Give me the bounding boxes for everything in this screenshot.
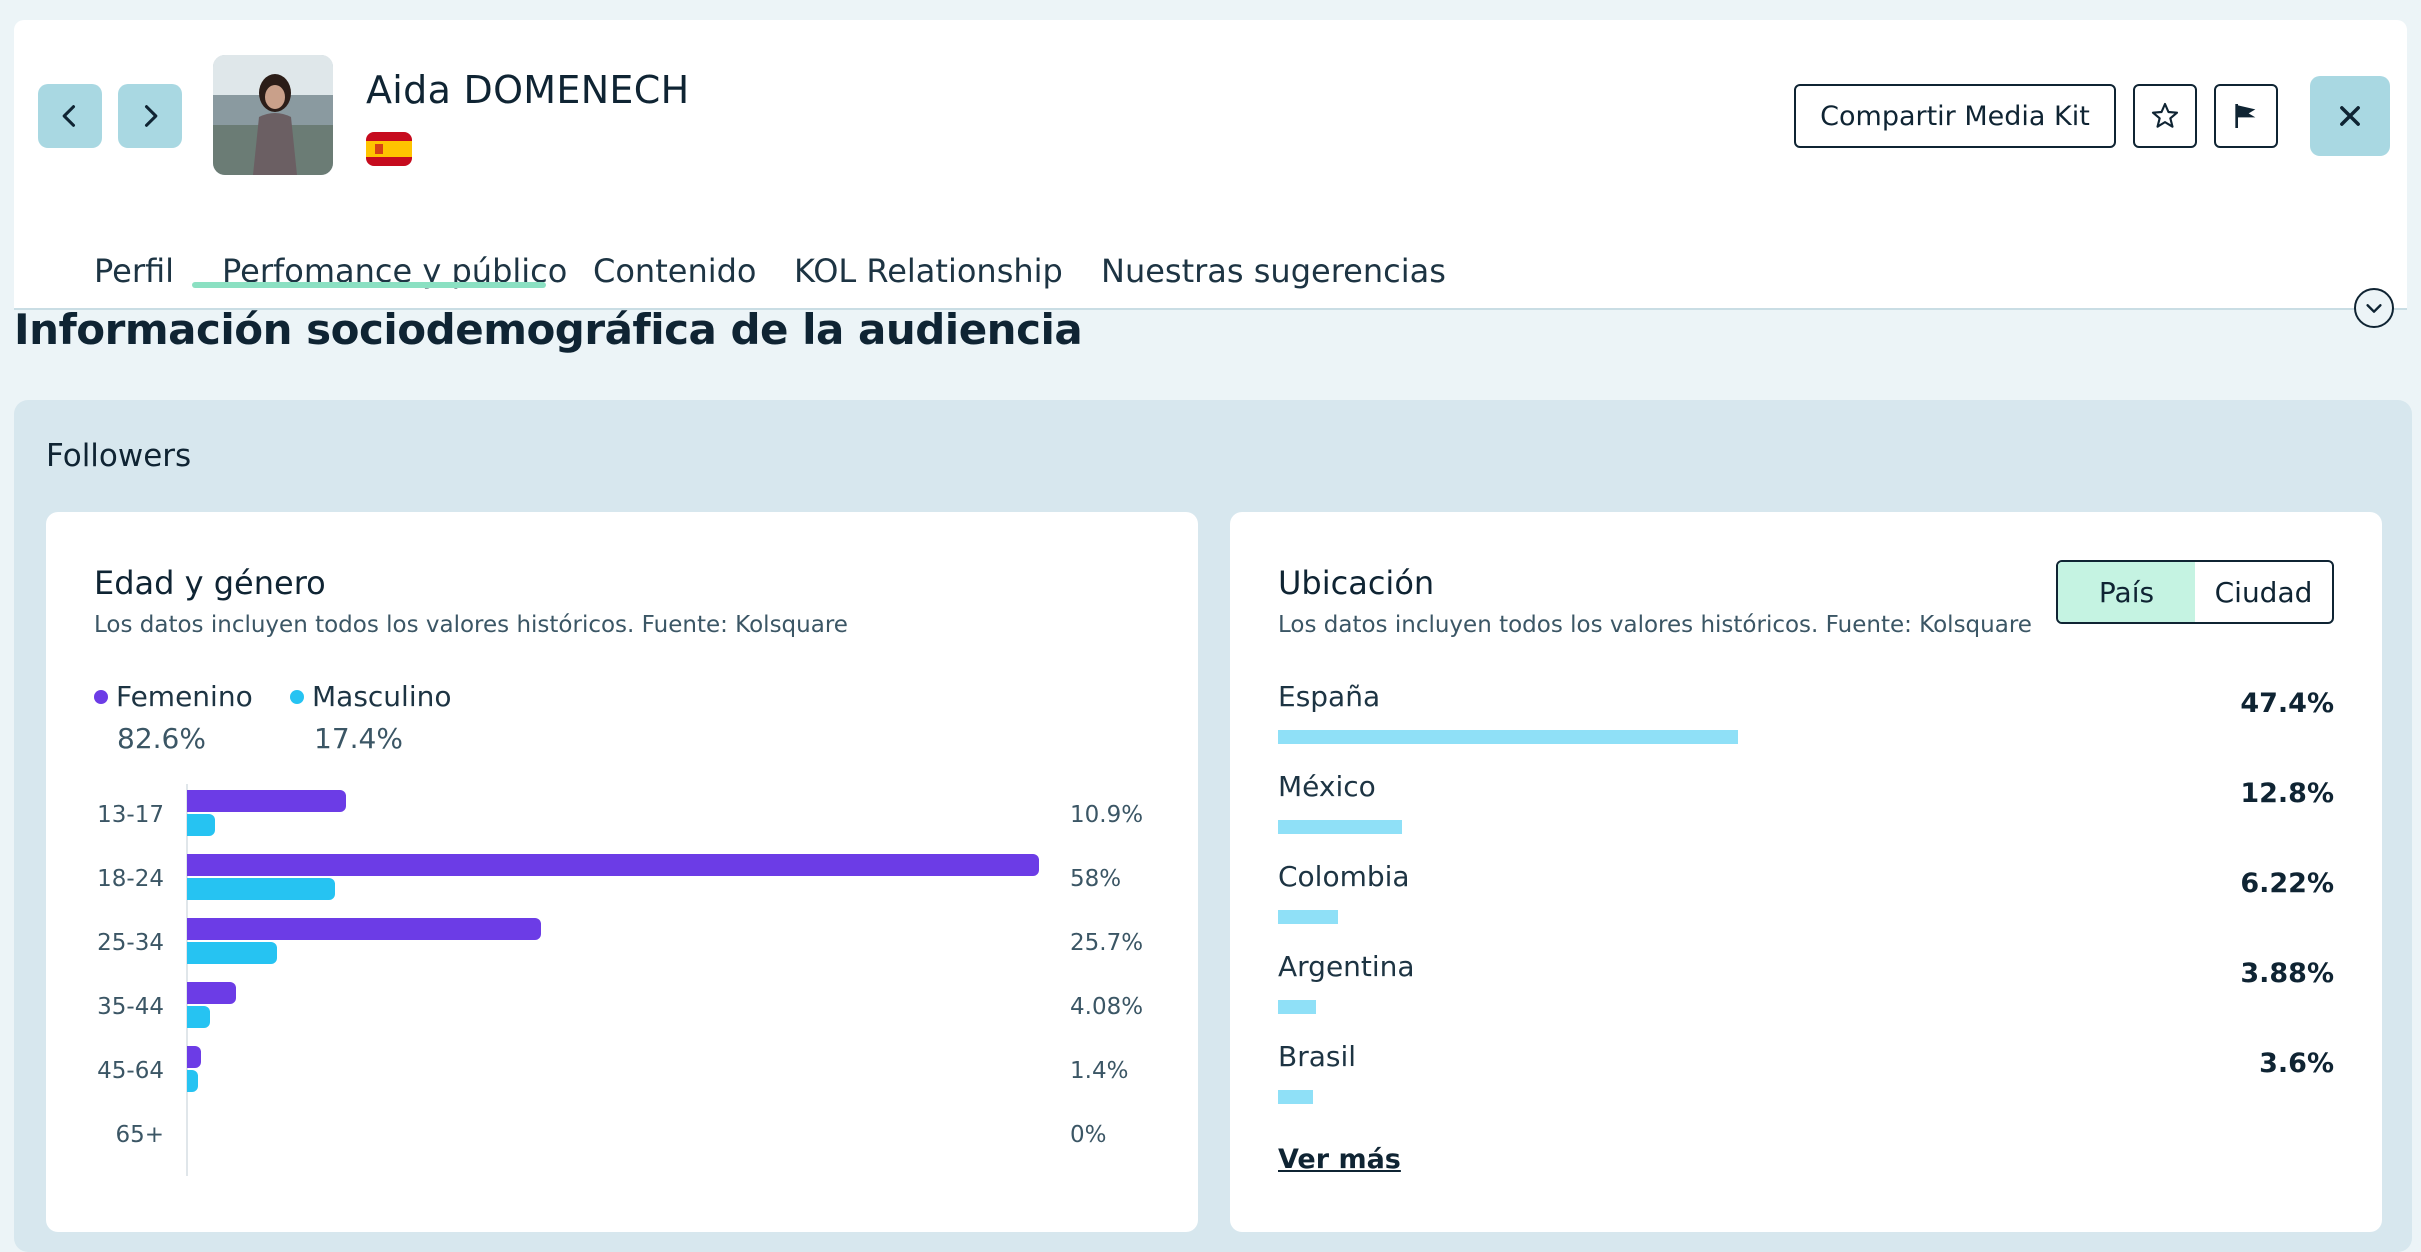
profile-name: Aida DOMENECH — [366, 68, 690, 112]
country-name: Argentina — [1278, 950, 1415, 983]
country-percentage: 3.88% — [2240, 958, 2334, 989]
see-more-link[interactable]: Ver más — [1278, 1144, 1401, 1175]
spain-flag-icon — [366, 132, 412, 166]
legend-female: Femenino — [94, 680, 253, 713]
card-subtitle: Los datos incluyen todos los valores his… — [1278, 612, 2032, 638]
next-profile-button[interactable] — [118, 84, 182, 148]
female-bar — [187, 982, 237, 1004]
legend-male: Masculino — [290, 680, 451, 713]
country-bar — [1278, 1000, 1316, 1014]
legend-male-value: 17.4% — [314, 722, 403, 755]
profile-header: Aida DOMENECH Compartir Media Kit Perfil… — [14, 20, 2407, 310]
age-label: 18-24 — [97, 866, 164, 892]
country-percentage: 6.22% — [2240, 868, 2334, 899]
share-media-kit-button[interactable]: Compartir Media Kit — [1794, 84, 2116, 148]
male-bar — [187, 942, 278, 964]
legend-female-value: 82.6% — [117, 722, 206, 755]
report-button[interactable] — [2214, 84, 2278, 148]
tab-sugerencias[interactable]: Nuestras sugerencias — [1101, 252, 1446, 290]
chevron-left-icon — [62, 105, 76, 127]
male-bar — [187, 814, 216, 836]
location-card: Ubicación Los datos incluyen todos los v… — [1230, 512, 2382, 1232]
active-tab-indicator — [192, 282, 546, 288]
star-icon — [2151, 102, 2179, 128]
country-percentage: 47.4% — [2240, 688, 2334, 719]
age-percentage: 58% — [1070, 866, 1122, 892]
age-label: 25-34 — [97, 930, 164, 956]
flag-icon — [2235, 104, 2256, 128]
close-button[interactable] — [2310, 76, 2390, 156]
tab-kol-relationship[interactable]: KOL Relationship — [794, 252, 1063, 290]
tab-performance[interactable]: Perfomance y público — [222, 252, 568, 290]
age-percentage: 4.08% — [1070, 994, 1144, 1020]
chevron-down-icon — [2366, 304, 2382, 313]
male-bar — [187, 1006, 210, 1028]
country-bar — [1278, 1090, 1313, 1104]
male-bar — [187, 878, 336, 900]
card-subtitle: Los datos incluyen todos los valores his… — [94, 612, 848, 638]
chart-axis — [186, 784, 188, 1176]
country-percentage: 3.6% — [2259, 1048, 2334, 1079]
tab-contenido[interactable]: Contenido — [593, 252, 757, 290]
female-dot-icon — [94, 689, 108, 704]
tab-perfil[interactable]: Perfil — [94, 252, 175, 290]
favorite-button[interactable] — [2133, 84, 2197, 148]
country-bar — [1278, 910, 1339, 924]
location-toggle: País Ciudad — [2056, 560, 2334, 624]
age-label: 13-17 — [97, 802, 164, 828]
avatar — [213, 55, 333, 175]
female-bar — [187, 790, 347, 812]
age-percentage: 10.9% — [1070, 802, 1144, 828]
close-icon — [2340, 106, 2360, 126]
male-dot-icon — [290, 689, 304, 704]
age-percentage: 25.7% — [1070, 930, 1144, 956]
female-bar — [187, 918, 541, 940]
country-name: México — [1278, 770, 1376, 803]
female-bar — [187, 854, 1039, 876]
card-title: Edad y género — [94, 564, 326, 602]
female-bar — [187, 1046, 202, 1068]
country-name: España — [1278, 680, 1381, 713]
chevron-right-icon — [144, 105, 158, 127]
male-bar — [187, 1070, 198, 1092]
legend-label: Femenino — [116, 680, 253, 713]
legend-label: Masculino — [312, 680, 452, 713]
country-name: Colombia — [1278, 860, 1410, 893]
profile-tabs: Perfil Perfomance y público Contenido KO… — [14, 230, 2407, 310]
age-gender-card: Edad y género Los datos incluyen todos l… — [46, 512, 1198, 1232]
age-percentage: 0% — [1070, 1122, 1107, 1148]
toggle-city[interactable]: Ciudad — [2214, 575, 2313, 609]
section-title: Información sociodemográfica de la audie… — [14, 305, 1083, 354]
age-label: 45-64 — [97, 1058, 164, 1084]
age-label: 65+ — [115, 1122, 164, 1148]
collapse-header-button[interactable] — [2354, 288, 2394, 328]
country-bar — [1278, 820, 1403, 834]
country-name: Brasil — [1278, 1040, 1357, 1073]
panel-title: Followers — [46, 438, 192, 474]
country-bar — [1278, 730, 1738, 744]
age-label: 35-44 — [97, 994, 164, 1020]
age-percentage: 1.4% — [1070, 1058, 1129, 1084]
country-percentage: 12.8% — [2240, 778, 2334, 809]
previous-profile-button[interactable] — [38, 84, 102, 148]
toggle-country[interactable]: País — [2058, 562, 2195, 622]
card-title: Ubicación — [1278, 564, 1435, 602]
